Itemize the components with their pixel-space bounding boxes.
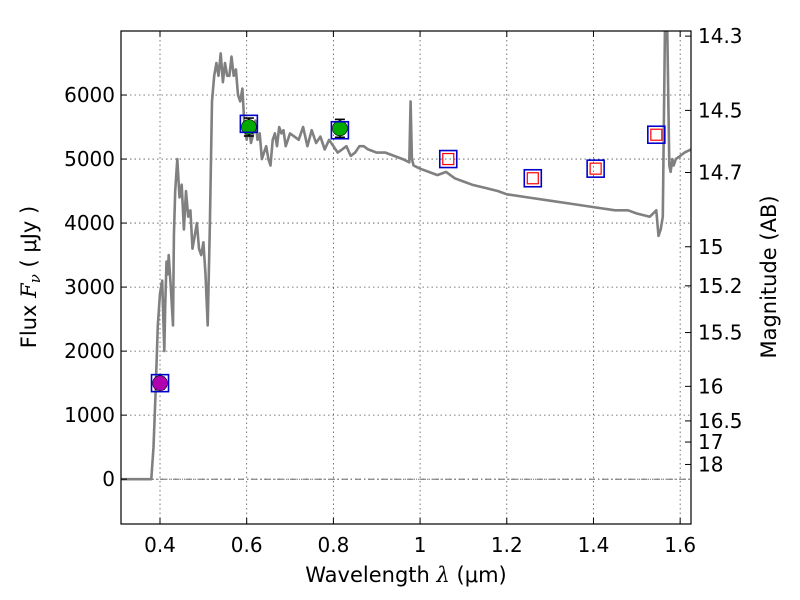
x-tick-label-3: 1 <box>414 533 427 557</box>
magnitude-tick-label-9: 18 <box>698 452 723 476</box>
y-tick-label-6: 6000 <box>64 83 115 107</box>
grid <box>121 31 691 524</box>
x-tick-label-6: 1.6 <box>664 533 696 557</box>
model-photometry-5 <box>586 159 605 178</box>
y-tick-label-1: 1000 <box>64 403 115 427</box>
magnitude-tick-label-5: 15.5 <box>698 321 743 345</box>
y-tick-label-4: 4000 <box>64 211 115 235</box>
model-photometry-1 <box>239 114 259 134</box>
x-axis-title-text: Wavelength <box>305 563 430 587</box>
y-tick-label-2: 2000 <box>64 339 115 363</box>
y-tick-label-5: 5000 <box>64 147 115 171</box>
observed-point-2 <box>332 120 348 137</box>
magnitude-tick-label-0: 14.3 <box>698 24 743 48</box>
observed-point-1 <box>241 119 257 135</box>
model-photometry-4 <box>523 168 543 188</box>
model-photometry-0 <box>150 373 170 393</box>
magnitude-tick-label-1: 14.5 <box>698 98 743 122</box>
model-photometry-6 <box>647 125 666 145</box>
y-axis-title-symbol: F <box>17 282 41 299</box>
model-spectrum-line <box>121 31 691 481</box>
y-axis-title-text: Flux <box>17 305 41 349</box>
x-axis-title-unit: (μm) <box>457 563 507 587</box>
magnitude-tick-label-3: 15 <box>698 235 723 259</box>
x-tick-label-1: 0.6 <box>231 533 263 557</box>
model-photometry-2 <box>330 120 350 140</box>
y-axis-title-unit: ( μJy ) <box>17 206 41 268</box>
observed-point-0 <box>152 375 168 391</box>
magnitude-tick-label-2: 14.7 <box>698 160 743 184</box>
model-spectrum-layer <box>121 31 691 481</box>
magnitude-tick-label-8: 17 <box>698 430 723 454</box>
magnitude-tick-label-6: 16 <box>698 374 723 398</box>
x-axis-title-symbol: λ <box>436 563 450 587</box>
x-tick-label-4: 1.2 <box>491 533 523 557</box>
y-axis-ticks: 0 1000 2000 3000 4000 5000 6000 <box>64 83 127 491</box>
model-photometry-3 <box>438 149 458 169</box>
x-tick-label-0: 0.4 <box>144 533 176 557</box>
upper-limit-3 <box>650 128 663 141</box>
y-tick-label-0: 0 <box>102 467 115 491</box>
upper-limit-0 <box>442 152 455 166</box>
magnitude-tick-label-7: 16.5 <box>698 409 743 433</box>
x-axis-title: Wavelength λ (μm) <box>305 563 506 587</box>
x-axis-ticks: 0.4 0.6 0.8 1 1.2 1.4 1.6 <box>144 31 696 557</box>
upper-limit-1 <box>526 172 539 185</box>
y-axis-title-subscript: ν <box>26 274 44 283</box>
magnitude-tick-label-4: 15.2 <box>698 274 743 298</box>
photometry-layer <box>150 114 666 393</box>
y-axis-title: Flux Fν ( μJy ) <box>17 206 44 348</box>
y-tick-label-3: 3000 <box>64 275 115 299</box>
upper-limit-2 <box>589 162 602 175</box>
plot-frame <box>120 30 692 525</box>
x-tick-label-2: 0.8 <box>317 533 349 557</box>
magnitude-axis-title: Magnitude (AB) <box>757 195 781 358</box>
x-tick-label-5: 1.4 <box>578 533 610 557</box>
